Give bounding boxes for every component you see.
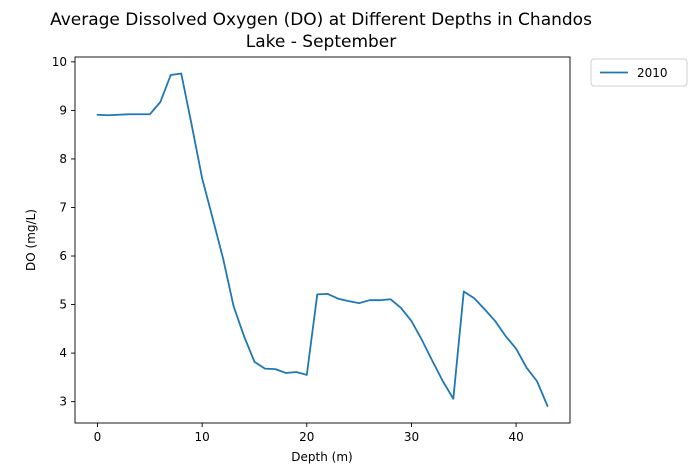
y-tick-label: 6 [59, 249, 67, 263]
y-tick-label: 8 [59, 152, 67, 166]
y-tick-label: 7 [59, 200, 67, 214]
chart-title-line2: Lake - September [246, 32, 397, 52]
legend: 2010 [590, 58, 688, 87]
y-tick-label: 3 [59, 395, 67, 409]
x-axis-ticks: 0 10 20 30 40 [94, 423, 524, 444]
y-tick-label: 9 [59, 103, 67, 117]
chart-title-line1: Average Dissolved Oxygen (DO) at Differe… [50, 10, 592, 30]
y-axis-label: DO (mg/L) [24, 209, 38, 271]
legend-frame [590, 58, 688, 87]
x-tick-label: 40 [508, 430, 523, 444]
x-tick-label: 10 [195, 430, 210, 444]
y-axis-ticks: 3 4 5 6 7 8 9 10 [52, 55, 75, 409]
x-tick-label: 20 [299, 430, 314, 444]
x-tick-label: 30 [404, 430, 419, 444]
series-line-2010 [96, 72, 549, 407]
x-axis-label: Depth (m) [291, 450, 352, 464]
y-tick-label: 10 [52, 55, 67, 69]
y-tick-label: 4 [59, 346, 67, 360]
plot-area-frame [74, 56, 571, 424]
y-tick-label: 5 [59, 298, 67, 312]
legend-label-2010: 2010 [637, 66, 668, 80]
x-tick-label: 0 [94, 430, 102, 444]
